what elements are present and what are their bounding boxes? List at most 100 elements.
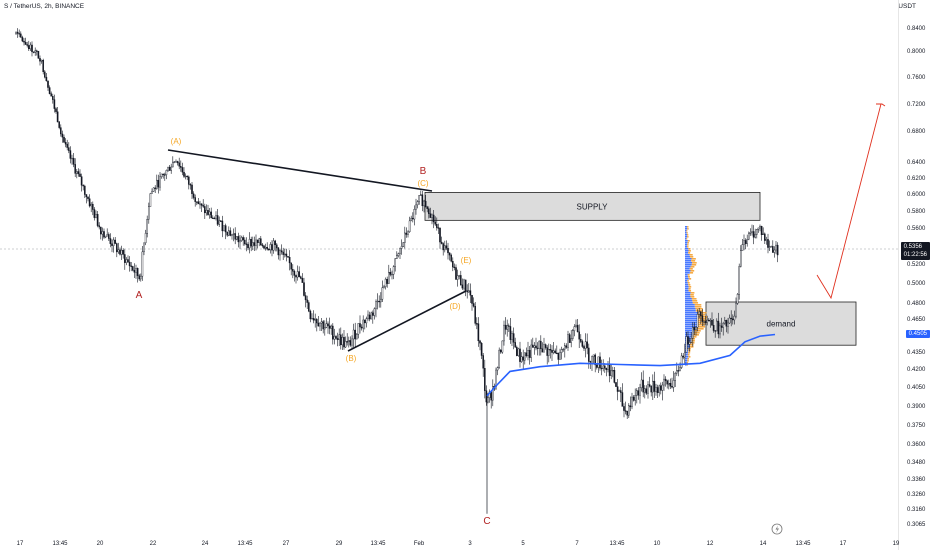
candle-body (719, 325, 721, 335)
volume-profile-bar (690, 346, 694, 348)
x-tick-label: 7 (575, 541, 579, 547)
candle-body (178, 162, 181, 167)
x-tick-label: 14 (760, 541, 767, 547)
candle-body (631, 396, 633, 408)
candle-body (423, 200, 425, 207)
candle-body (576, 324, 579, 333)
volume-profile-bar (685, 248, 689, 250)
candle-body (290, 262, 293, 270)
candle-body (773, 249, 776, 253)
volume-profile-bar (690, 344, 694, 346)
wave-label: (B) (346, 354, 357, 363)
candle-body (735, 303, 737, 317)
candle-body (316, 319, 318, 324)
candle-body (90, 203, 92, 207)
x-tick-label: Feb (414, 541, 425, 547)
candle-body (61, 133, 64, 138)
candle-body (256, 239, 259, 243)
volume-profile-bar (688, 290, 692, 292)
volume-profile-bar (691, 264, 697, 266)
y-tick-label: 0.6800 (907, 129, 926, 135)
candle-body (336, 338, 339, 340)
candle-body (359, 323, 361, 328)
candle-body (250, 238, 253, 247)
candle-body (221, 220, 224, 232)
candle-body (544, 344, 547, 348)
candle-body (420, 194, 422, 196)
candle-body (397, 253, 400, 256)
time-axis[interactable]: 17 13:45 20 22 24 13:45 27 29 13:45 Feb 3 5 7 13:45 10… (17, 541, 900, 547)
x-tick-label: 20 (97, 541, 104, 547)
candle-body (487, 397, 489, 403)
candle-body (472, 303, 475, 307)
candle-body (125, 259, 128, 263)
candle-body (346, 341, 349, 343)
candle-body (711, 320, 713, 326)
candle-body (325, 323, 328, 328)
candle-body (143, 242, 145, 253)
volume-profile-bar (687, 358, 690, 360)
candle-body (175, 161, 177, 163)
candle-body (197, 201, 200, 205)
candle-body (122, 249, 124, 255)
candle-body (80, 176, 83, 186)
lightning-icon[interactable] (771, 523, 783, 535)
volume-profile-bar (694, 306, 702, 308)
candle-body (776, 244, 779, 256)
candle-body (410, 217, 413, 222)
candle-body (327, 323, 329, 327)
candle-body (287, 256, 289, 258)
candle-body (114, 239, 116, 244)
candle-body (378, 300, 381, 303)
candle-body (732, 318, 734, 321)
candle-body (367, 314, 369, 319)
trendline-upper (167, 149, 433, 192)
candle-body (749, 232, 752, 234)
y-tick-label: 0.4350 (907, 350, 926, 356)
candle-body (676, 370, 678, 374)
candle-body (32, 51, 35, 53)
candle-body (394, 258, 397, 267)
candle-body (268, 249, 270, 251)
candle-body (741, 244, 744, 251)
candle-body (335, 336, 337, 339)
candle-body (88, 198, 91, 207)
volume-profile-bar (687, 354, 690, 356)
volume-profile-bar (685, 278, 689, 280)
candle-body (752, 231, 755, 238)
candle-body (629, 405, 632, 408)
candle-body (184, 175, 187, 178)
candle-body (245, 243, 248, 245)
candle-body (282, 251, 285, 255)
projection-arrow (816, 103, 886, 300)
candle-body (349, 340, 352, 346)
volume-profile-bar (689, 272, 694, 274)
volume-profile-bar (685, 356, 689, 358)
y-tick-label: 0.7600 (907, 75, 926, 81)
candle-body (650, 385, 652, 393)
candle-body (247, 244, 249, 249)
candle-body (552, 350, 555, 353)
candle-body (351, 338, 353, 346)
volume-profile-bar (687, 274, 690, 276)
candle-body (165, 170, 168, 175)
candle-body (684, 351, 686, 358)
candle-body (396, 255, 398, 259)
candle-body (431, 214, 433, 218)
candle-body (490, 391, 493, 401)
candle-body (372, 312, 374, 316)
candle-body (333, 336, 336, 340)
volume-profile-bar (687, 246, 689, 248)
candle-body (460, 275, 462, 286)
price-axis[interactable]: 0.8400 0.8000 0.7600 0.7200 0.6800 0.6400 0.62… (907, 26, 926, 528)
volume-profile-bar (685, 310, 696, 312)
x-tick-label: 10 (654, 541, 661, 547)
candle-body (261, 244, 264, 247)
candle-body (181, 167, 184, 173)
volume-profile-bar (689, 268, 693, 270)
candle-body (269, 244, 272, 251)
candle-body (736, 294, 739, 304)
candle-body (127, 259, 129, 263)
